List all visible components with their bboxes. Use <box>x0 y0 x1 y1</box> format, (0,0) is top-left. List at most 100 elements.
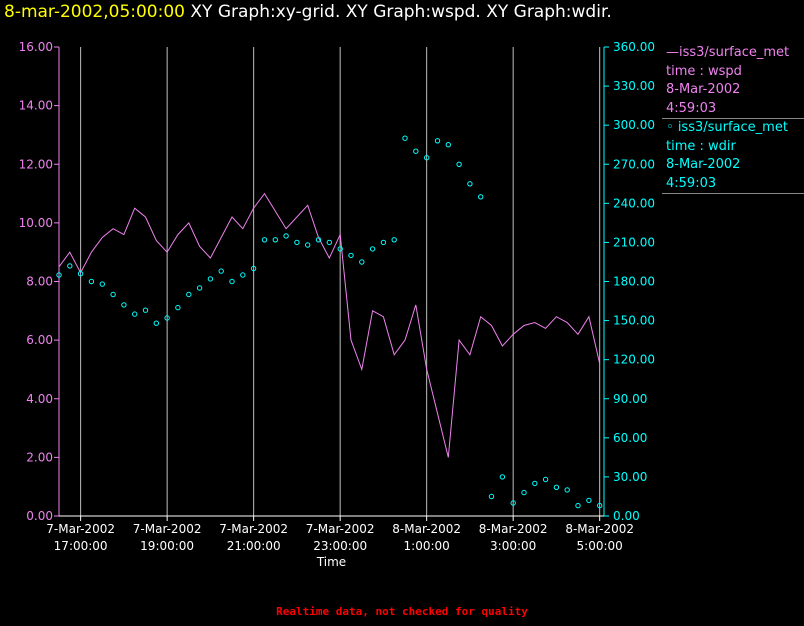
wdir-data-point <box>499 474 506 480</box>
window-title: 8-mar-2002,05:00:00 XY Graph:xy-grid. XY… <box>4 0 612 24</box>
wdir-data-point <box>532 480 538 487</box>
wdir-data-point <box>153 320 160 326</box>
wdir-data-point <box>359 259 365 265</box>
wdir-data-point <box>488 493 495 500</box>
right-tick-label: 210.00 <box>613 235 655 249</box>
title-timestamp: 8-mar-2002,05:00:00 <box>4 2 185 22</box>
left-tick-label: 16.00 <box>19 40 53 54</box>
legend-variable: time : wspd <box>666 63 742 79</box>
wdir-data-point <box>283 233 289 239</box>
wdir-data-point <box>56 272 62 278</box>
legend-source: iss3/surface_met <box>679 45 790 60</box>
right-tick-label: 120.00 <box>613 353 655 367</box>
wdir-data-point <box>424 155 430 161</box>
wdir-data-point <box>121 302 127 308</box>
wdir-data-point <box>542 476 549 483</box>
right-tick-label: 60.00 <box>613 431 647 445</box>
wdir-data-point <box>272 237 278 243</box>
left-tick-label: 6.00 <box>26 333 53 347</box>
x-tick-time: 1:00:00 <box>404 539 450 553</box>
wdir-data-point <box>510 500 516 506</box>
wdir-data-point <box>99 281 106 287</box>
legend-variable: time : wdir <box>666 138 736 154</box>
wdir-data-point <box>402 135 408 141</box>
x-tick-date: 7-Mar-2002 <box>306 522 375 536</box>
wdir-data-point <box>175 304 181 311</box>
legend-time: 4:59:03 <box>666 100 717 116</box>
wdir-data-point <box>294 239 300 246</box>
wdir-data-point <box>575 502 581 509</box>
left-tick-label: 10.00 <box>19 216 53 230</box>
x-axis-title: Time <box>316 555 346 569</box>
wdir-data-point <box>434 138 441 144</box>
wdir-data-point <box>564 487 570 493</box>
wdir-data-point <box>196 285 203 291</box>
x-tick-time: 5:00:00 <box>577 539 623 553</box>
legend-item-wspd: —iss3/surface_met time : wspd 8-Mar-2002… <box>662 44 804 119</box>
left-tick-label: 14.00 <box>19 99 53 113</box>
right-tick-label: 180.00 <box>613 275 655 289</box>
right-tick-label: 30.00 <box>613 470 647 484</box>
x-tick-date: 7-Mar-2002 <box>219 522 288 536</box>
left-tick-label: 4.00 <box>26 392 53 406</box>
right-tick-label: 270.00 <box>613 157 655 171</box>
x-tick-date: 8-Mar-2002 <box>392 522 461 536</box>
wdir-data-point <box>142 307 149 313</box>
legend-line-symbol: — <box>666 45 679 60</box>
wdir-data-point <box>207 276 214 282</box>
right-tick-label: 300.00 <box>613 118 655 132</box>
wdir-data-point <box>586 497 592 504</box>
x-tick-time: 17:00:00 <box>54 539 108 553</box>
wdir-data-point <box>250 265 257 272</box>
left-tick-label: 2.00 <box>26 450 53 464</box>
wdir-data-point <box>88 278 95 285</box>
wdir-data-point <box>369 246 376 252</box>
wdir-data-point <box>456 161 462 168</box>
x-tick-time: 21:00:00 <box>227 539 281 553</box>
wdir-data-point <box>229 278 235 285</box>
wdir-data-point <box>132 311 138 317</box>
x-tick-time: 3:00:00 <box>490 539 536 553</box>
left-tick-label: 0.00 <box>26 509 53 523</box>
legend: —iss3/surface_met time : wspd 8-Mar-2002… <box>662 44 804 194</box>
legend-point-symbol: ◦ <box>666 120 678 135</box>
wdir-data-point <box>326 239 332 246</box>
wdir-data-point <box>315 237 322 243</box>
x-tick-date: 7-Mar-2002 <box>46 522 115 536</box>
wdir-data-point <box>445 142 451 148</box>
x-tick-time: 23:00:00 <box>313 539 367 553</box>
legend-date: 8-Mar-2002 <box>666 157 741 172</box>
wdir-data-point <box>521 489 527 496</box>
wdir-data-point <box>553 484 560 490</box>
wdir-data-point <box>305 242 311 248</box>
left-tick-label: 12.00 <box>19 157 53 171</box>
left-tick-label: 8.00 <box>26 275 53 289</box>
wdir-data-point <box>348 252 354 259</box>
x-tick-date: 7-Mar-2002 <box>133 522 202 536</box>
right-tick-label: 90.00 <box>613 392 647 406</box>
right-tick-label: 150.00 <box>613 314 655 328</box>
x-tick-date: 8-Mar-2002 <box>479 522 548 536</box>
wdir-data-point <box>218 268 224 274</box>
wdir-data-point <box>467 181 473 187</box>
legend-item-wdir: ◦ iss3/surface_met time : wdir 8-Mar-200… <box>662 119 804 194</box>
right-tick-label: 0.00 <box>613 509 640 523</box>
x-tick-time: 19:00:00 <box>140 539 194 553</box>
wdir-data-point <box>413 148 419 154</box>
quality-warning: Realtime data, not checked for quality <box>276 605 528 618</box>
right-tick-label: 330.00 <box>613 79 655 93</box>
wdir-data-point <box>67 263 73 269</box>
right-tick-label: 240.00 <box>613 196 655 210</box>
wdir-data-point <box>77 271 84 277</box>
wdir-data-point <box>380 239 387 246</box>
wdir-data-point <box>110 291 116 298</box>
wdir-data-point <box>164 315 170 321</box>
wdir-data-point <box>478 194 484 200</box>
wdir-data-point <box>391 237 397 243</box>
legend-time: 4:59:03 <box>666 175 717 191</box>
x-tick-date: 8-Mar-2002 <box>565 522 634 536</box>
wdir-data-point <box>240 272 246 278</box>
legend-date: 8-Mar-2002 <box>666 82 741 97</box>
wdir-data-point <box>261 237 268 243</box>
